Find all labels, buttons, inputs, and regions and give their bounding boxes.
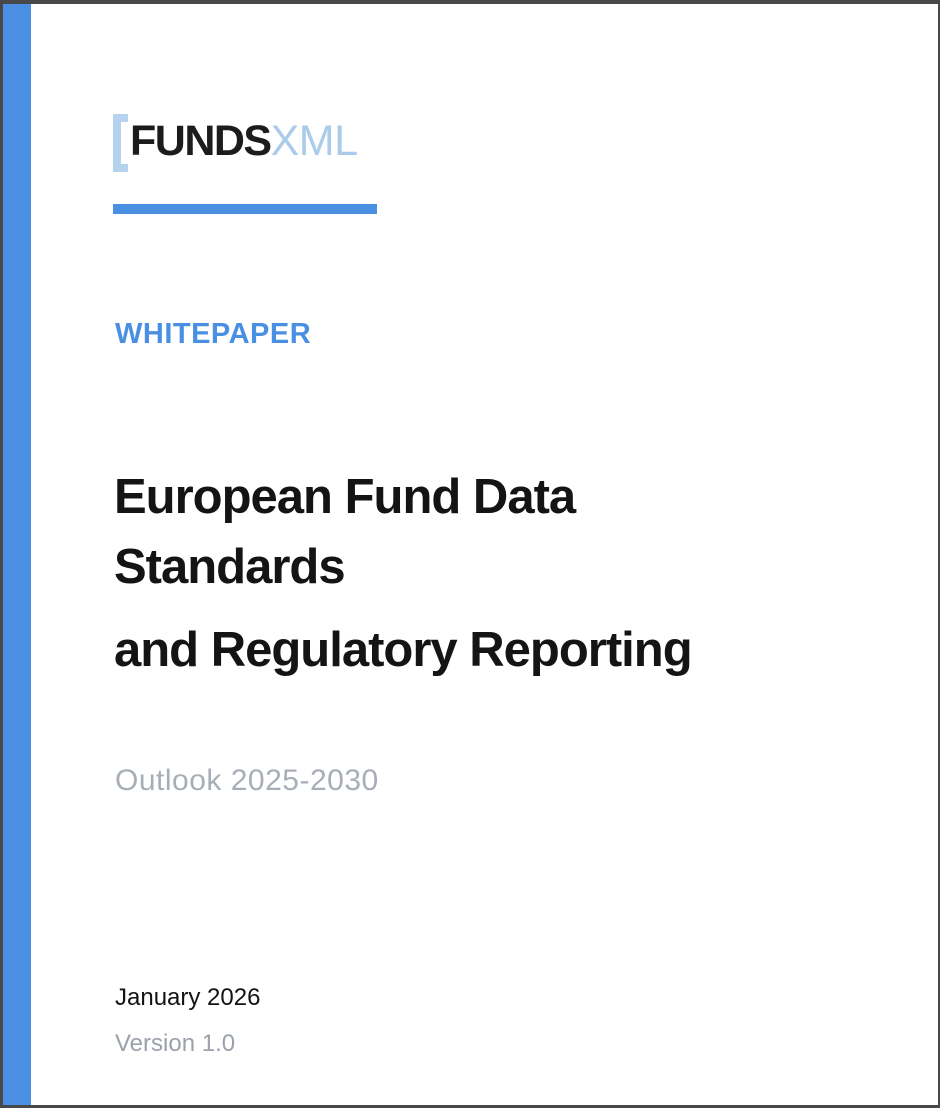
subtitle-outlook: Outlook 2025-2030 xyxy=(115,764,379,797)
page-title: European Fund Data Standards and Regulat… xyxy=(114,462,874,685)
left-accent-bar xyxy=(3,4,31,1105)
whitepaper-cover-page: FUNDS XML WHITEPAPER European Fund Data … xyxy=(3,4,938,1105)
left-bracket-icon xyxy=(113,114,128,172)
page-title-block-1: European Fund Data Standards xyxy=(114,462,874,602)
version-label: Version 1.0 xyxy=(115,1030,236,1057)
whitepaper-label: WHITEPAPER xyxy=(115,318,312,350)
page-title-block-2: and Regulatory Reporting xyxy=(114,615,874,685)
page-title-line-3: and Regulatory Reporting xyxy=(114,623,693,677)
page-title-line-2: Standards xyxy=(114,540,346,594)
fundsxml-logo: FUNDS XML xyxy=(113,112,358,172)
logo-underline-rule xyxy=(113,204,377,214)
publication-date: January 2026 xyxy=(115,984,261,1011)
logo-text-xml: XML xyxy=(270,117,358,165)
page-title-line-1: European Fund Data xyxy=(114,470,576,524)
logo-text-funds: FUNDS xyxy=(130,117,272,165)
